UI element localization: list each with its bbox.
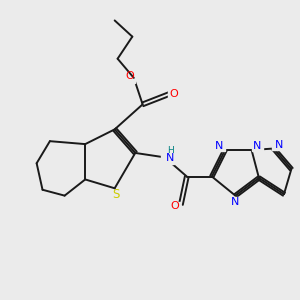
Bar	[124, 73, 134, 83]
Bar	[214, 142, 225, 151]
Bar	[170, 202, 180, 213]
Text: O: O	[170, 89, 178, 99]
Text: H: H	[167, 146, 173, 155]
Bar	[252, 142, 263, 151]
Text: O: O	[125, 71, 134, 81]
Text: N: N	[215, 142, 224, 152]
Text: O: O	[170, 201, 179, 211]
Bar	[230, 197, 241, 207]
Text: N: N	[275, 140, 283, 150]
Text: N: N	[166, 153, 174, 163]
Bar	[272, 140, 284, 150]
Bar	[161, 151, 174, 164]
Text: N: N	[231, 197, 240, 207]
Text: N: N	[253, 142, 262, 152]
Bar	[168, 89, 179, 99]
Text: S: S	[112, 188, 120, 201]
